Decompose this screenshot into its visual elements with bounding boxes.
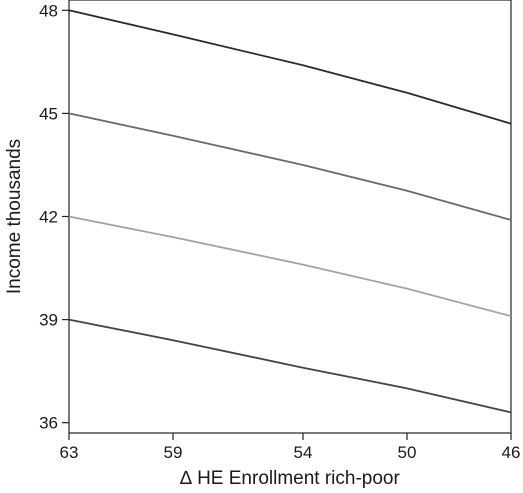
y-axis: 36 39 42 45 48: [39, 1, 69, 432]
x-axis: 63 59 54 50 46: [60, 433, 521, 462]
x-axis-title: ∆ HE Enrollment rich-poor: [180, 468, 400, 489]
series-layer: [69, 10, 511, 412]
plot-frame: [69, 0, 511, 433]
x-tick-label: 59: [164, 443, 183, 462]
series-line-3: [69, 217, 511, 317]
y-tick-label: 45: [39, 104, 58, 123]
x-tick-label: 63: [60, 443, 79, 462]
series-line-4: [69, 320, 511, 413]
y-axis-title: Income thousands: [4, 139, 25, 294]
x-tick-label: 54: [294, 443, 313, 462]
series-line-2: [69, 113, 511, 220]
series-line-1: [69, 10, 511, 123]
y-tick-label: 48: [39, 1, 58, 20]
y-tick-label: 36: [39, 414, 58, 433]
y-tick-label: 42: [39, 208, 58, 227]
plot-area: [69, 0, 511, 433]
x-tick-label: 46: [502, 443, 521, 462]
x-tick-label: 50: [398, 443, 417, 462]
y-tick-label: 39: [39, 311, 58, 330]
